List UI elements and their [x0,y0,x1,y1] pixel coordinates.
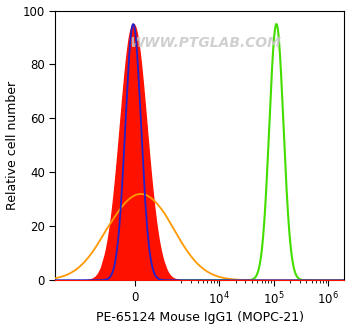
Text: WWW.PTGLAB.COM: WWW.PTGLAB.COM [130,36,282,50]
X-axis label: PE-65124 Mouse IgG1 (MOPC-21): PE-65124 Mouse IgG1 (MOPC-21) [96,312,304,324]
Y-axis label: Relative cell number: Relative cell number [6,81,19,210]
